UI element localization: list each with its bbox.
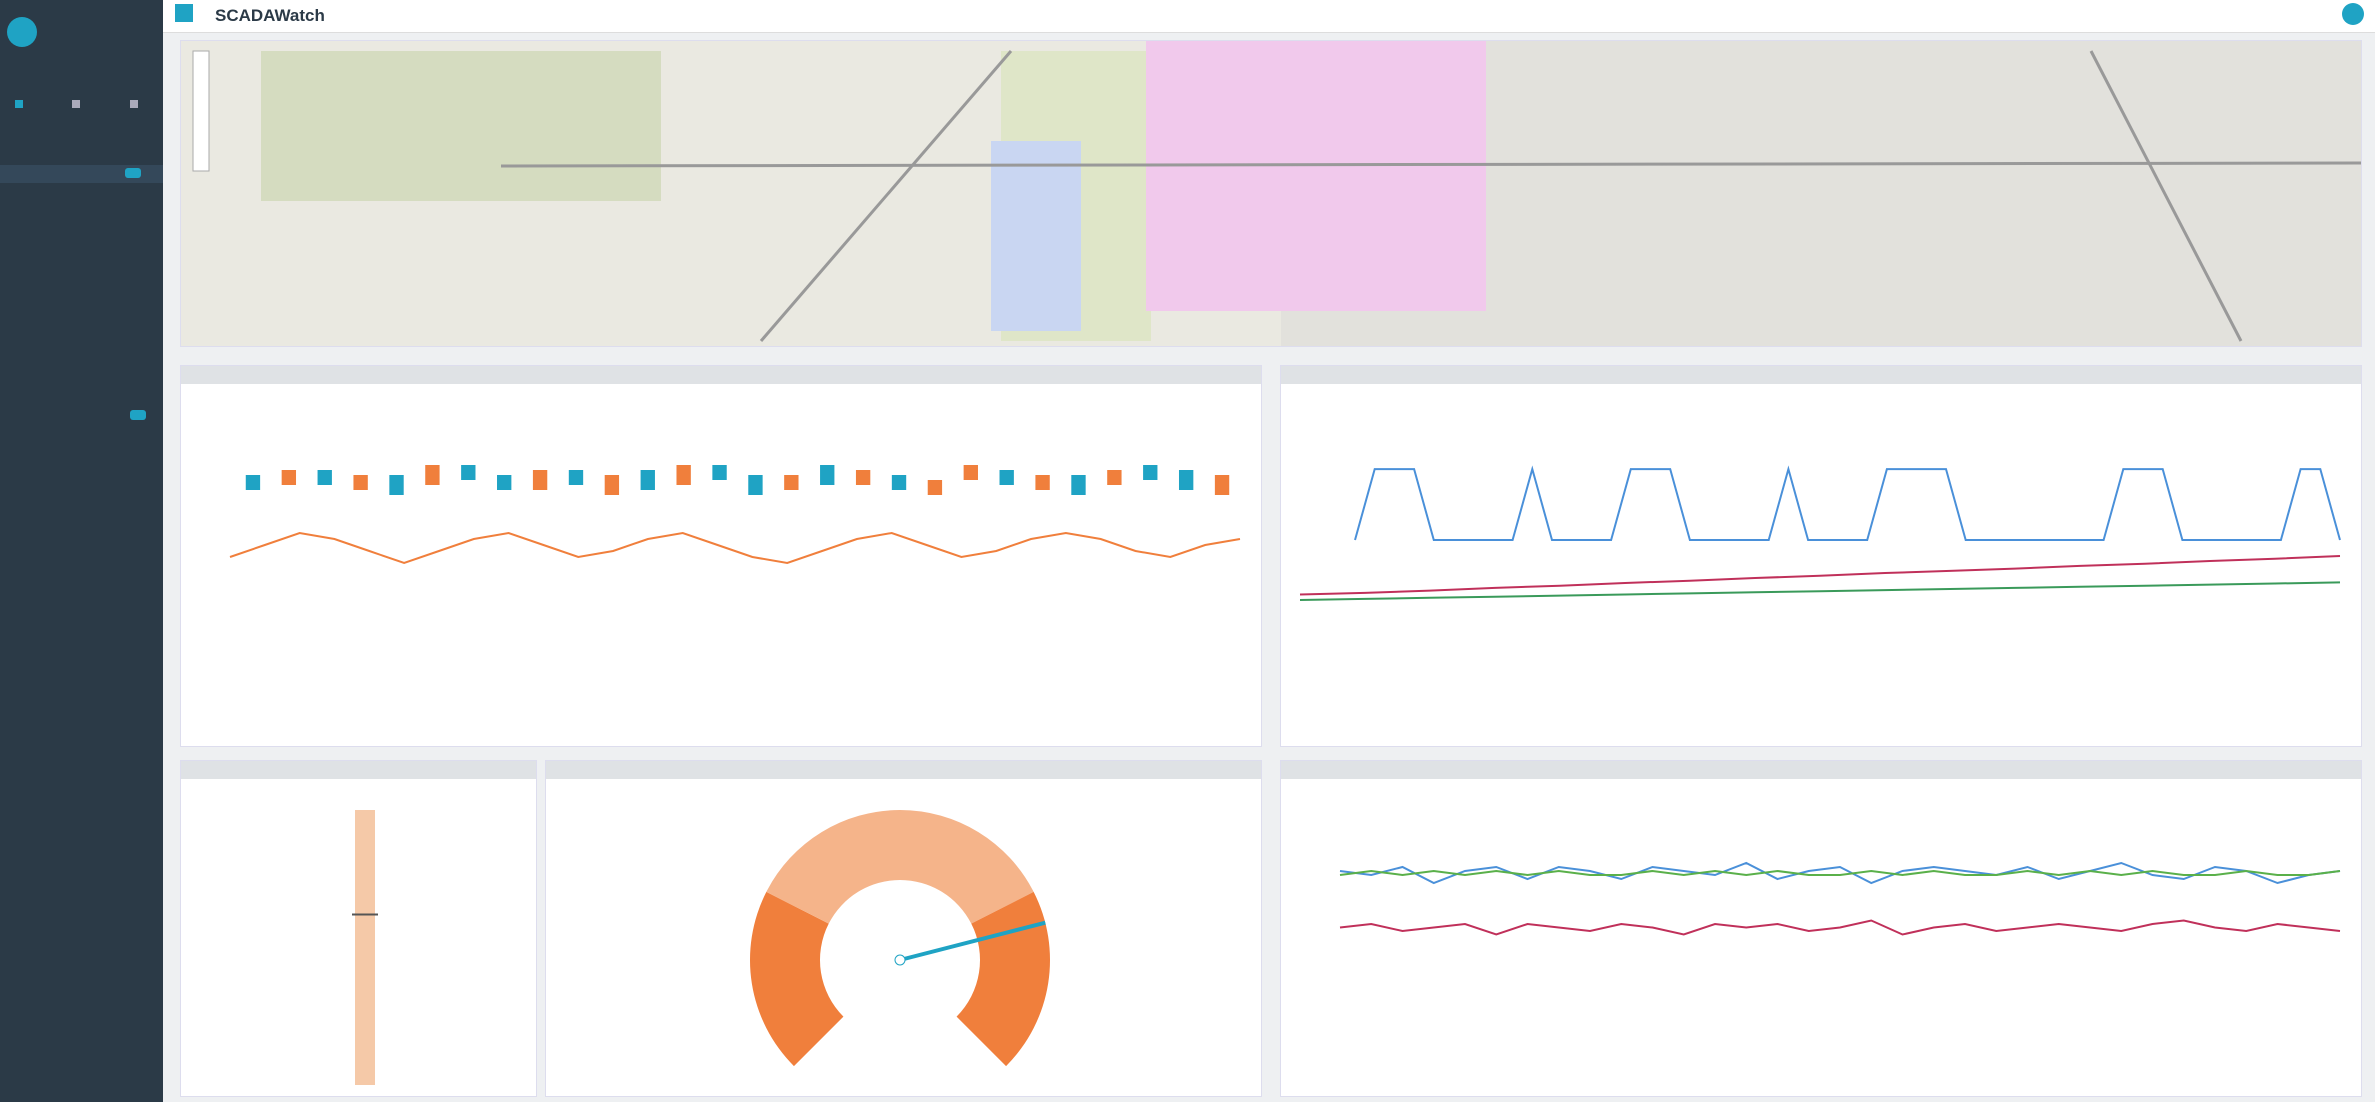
candle bbox=[784, 475, 799, 490]
candle bbox=[532, 470, 548, 490]
map-panel bbox=[180, 40, 2362, 347]
panel-trend bbox=[180, 365, 1262, 747]
candle bbox=[748, 475, 763, 495]
candle bbox=[1143, 465, 1158, 480]
edit-button[interactable] bbox=[2342, 3, 2364, 25]
candle bbox=[461, 465, 476, 480]
line-series bbox=[229, 531, 1241, 565]
candle bbox=[712, 465, 727, 480]
candle bbox=[604, 475, 620, 495]
sidebar bbox=[0, 0, 163, 1102]
candle bbox=[927, 480, 943, 495]
line-series bbox=[1339, 861, 2341, 885]
candle bbox=[389, 475, 404, 495]
candle bbox=[568, 470, 584, 485]
line-series bbox=[1354, 465, 2341, 541]
candle bbox=[999, 470, 1014, 485]
line-series bbox=[1339, 919, 2341, 936]
gauge-band bbox=[956, 891, 1050, 1067]
candle bbox=[1178, 470, 1194, 490]
candle bbox=[1214, 475, 1230, 495]
candle bbox=[640, 470, 655, 490]
candle bbox=[963, 465, 978, 480]
candle bbox=[497, 475, 512, 490]
candle bbox=[317, 470, 332, 485]
candle bbox=[891, 475, 907, 490]
gauge-band bbox=[750, 891, 844, 1067]
candle bbox=[425, 465, 440, 485]
app-title: SCADAWatch bbox=[215, 6, 325, 25]
candle bbox=[245, 475, 261, 490]
line-series bbox=[1339, 869, 2341, 877]
gauge-needle bbox=[899, 920, 1046, 962]
top-bar bbox=[163, 0, 2375, 33]
candle bbox=[1071, 475, 1086, 495]
candle bbox=[1107, 470, 1122, 485]
gauge-band bbox=[766, 809, 1034, 924]
line-series bbox=[1299, 555, 2341, 596]
candle bbox=[353, 475, 368, 490]
level-track bbox=[355, 810, 375, 1085]
candle bbox=[855, 470, 871, 485]
gauge-hub bbox=[894, 954, 906, 966]
panel-trend-2 bbox=[1280, 365, 2362, 747]
candle bbox=[1035, 475, 1050, 490]
candle bbox=[676, 465, 691, 485]
candle bbox=[281, 470, 297, 485]
line-series bbox=[1299, 581, 2341, 601]
top-icons bbox=[175, 3, 2364, 25]
candle bbox=[820, 465, 835, 485]
panel-trend-3 bbox=[1280, 760, 2362, 1097]
map bbox=[181, 41, 2361, 346]
menu-button[interactable] bbox=[175, 4, 193, 22]
sidebar-icons bbox=[0, 17, 163, 420]
